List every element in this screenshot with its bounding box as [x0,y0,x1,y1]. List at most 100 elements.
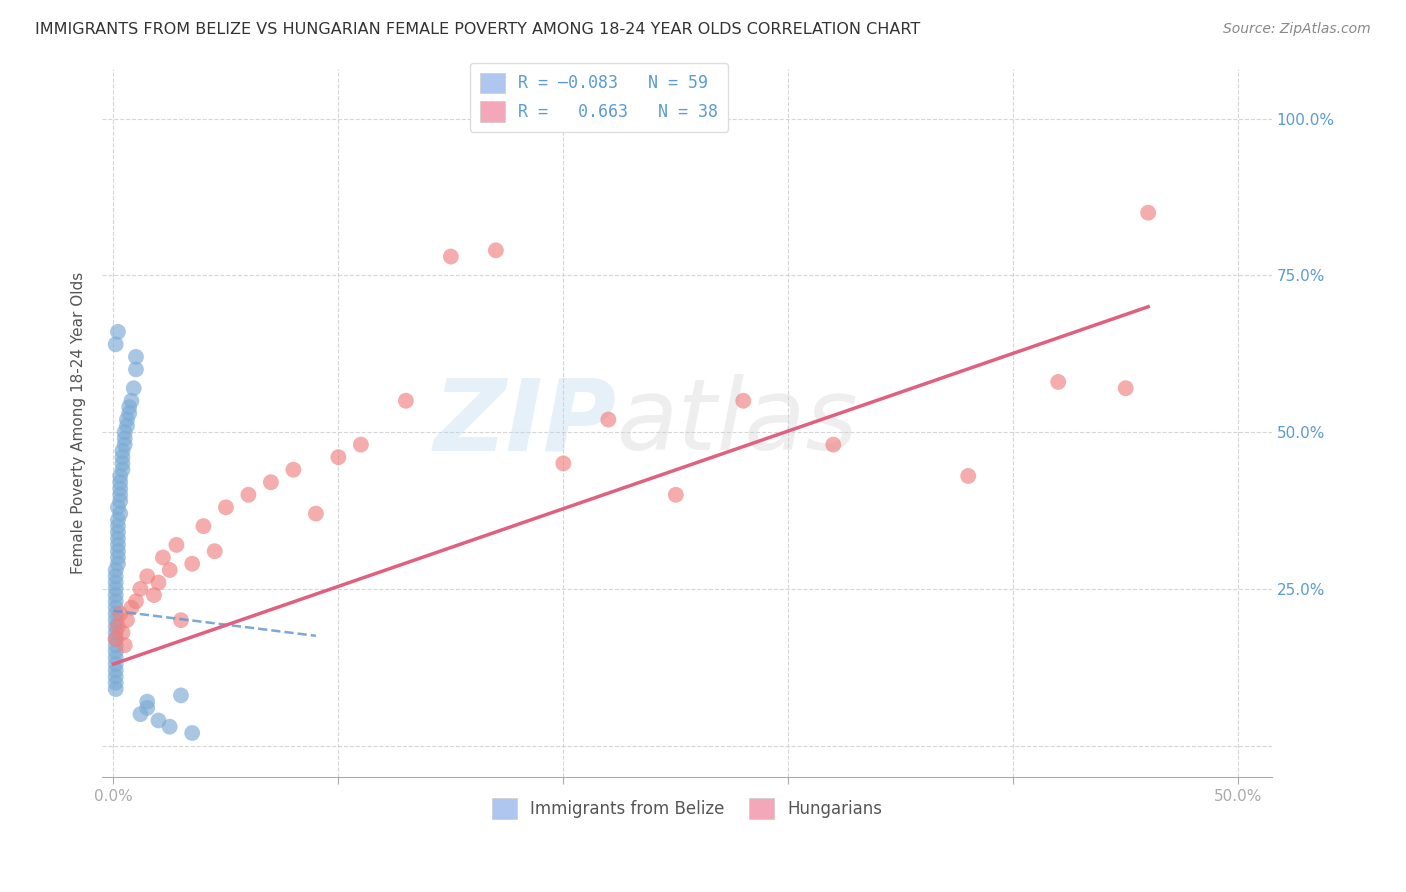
Point [170,689,193,703]
Text: atlas: atlas [617,374,859,471]
Point [104,657,127,671]
Point [193,519,215,533]
Point [104,669,127,683]
Point [553,457,575,471]
Point [111,625,134,640]
Point [165,538,187,552]
Point [104,594,127,608]
Point [125,362,148,376]
Point [108,494,131,508]
Point [104,619,127,633]
Point [148,714,170,728]
Point [136,701,159,715]
Point [104,632,127,646]
Point [104,625,127,640]
Point [148,575,170,590]
Point [104,563,127,577]
Point [114,638,136,652]
Point [136,695,159,709]
Point [111,450,134,465]
Point [159,563,181,577]
Point [215,500,238,515]
Point [328,450,350,465]
Point [107,513,129,527]
Text: Source: ZipAtlas.com: Source: ZipAtlas.com [1223,22,1371,37]
Point [120,393,142,408]
Point [159,720,181,734]
Point [104,682,127,697]
Point [111,463,134,477]
Point [283,463,305,477]
Point [142,588,165,602]
Point [107,532,129,546]
Point [733,393,755,408]
Y-axis label: Female Poverty Among 18-24 Year Olds: Female Poverty Among 18-24 Year Olds [72,271,86,574]
Point [120,600,142,615]
Point [170,613,193,627]
Point [108,488,131,502]
Point [107,538,129,552]
Point [129,707,152,722]
Point [111,457,134,471]
Point [1115,381,1137,395]
Point [104,650,127,665]
Point [136,569,159,583]
Point [823,437,845,451]
Point [114,431,136,445]
Point [107,500,129,515]
Point [1137,205,1160,219]
Point [107,325,129,339]
Point [104,575,127,590]
Point [107,544,129,558]
Point [129,582,152,596]
Point [107,525,129,540]
Point [118,400,141,414]
Text: IMMIGRANTS FROM BELIZE VS HUNGARIAN FEMALE POVERTY AMONG 18-24 YEAR OLDS CORRELA: IMMIGRANTS FROM BELIZE VS HUNGARIAN FEMA… [35,22,921,37]
Point [104,632,127,646]
Point [181,557,204,571]
Point [104,607,127,621]
Point [104,644,127,658]
Point [114,437,136,451]
Point [350,437,373,451]
Point [260,475,283,490]
Point [115,412,138,426]
Point [107,557,129,571]
Point [108,475,131,490]
Point [104,588,127,602]
Point [108,482,131,496]
Point [107,550,129,565]
Point [104,663,127,677]
Point [395,393,418,408]
Point [107,619,129,633]
Point [107,519,129,533]
Point [115,418,138,433]
Point [104,638,127,652]
Point [114,425,136,439]
Point [204,544,226,558]
Text: ZIP: ZIP [434,374,617,471]
Point [104,600,127,615]
Point [305,507,328,521]
Point [118,406,141,420]
Point [1047,375,1070,389]
Legend: Immigrants from Belize, Hungarians: Immigrants from Belize, Hungarians [485,791,889,825]
Point [111,443,134,458]
Point [152,550,174,565]
Point [104,582,127,596]
Point [440,250,463,264]
Point [104,676,127,690]
Point [485,244,508,258]
Point [108,507,131,521]
Point [125,594,148,608]
Point [104,337,127,351]
Point [181,726,204,740]
Point [104,569,127,583]
Point [238,488,260,502]
Point [665,488,688,502]
Point [115,613,138,627]
Point [957,469,980,483]
Point [108,607,131,621]
Point [125,350,148,364]
Point [122,381,145,395]
